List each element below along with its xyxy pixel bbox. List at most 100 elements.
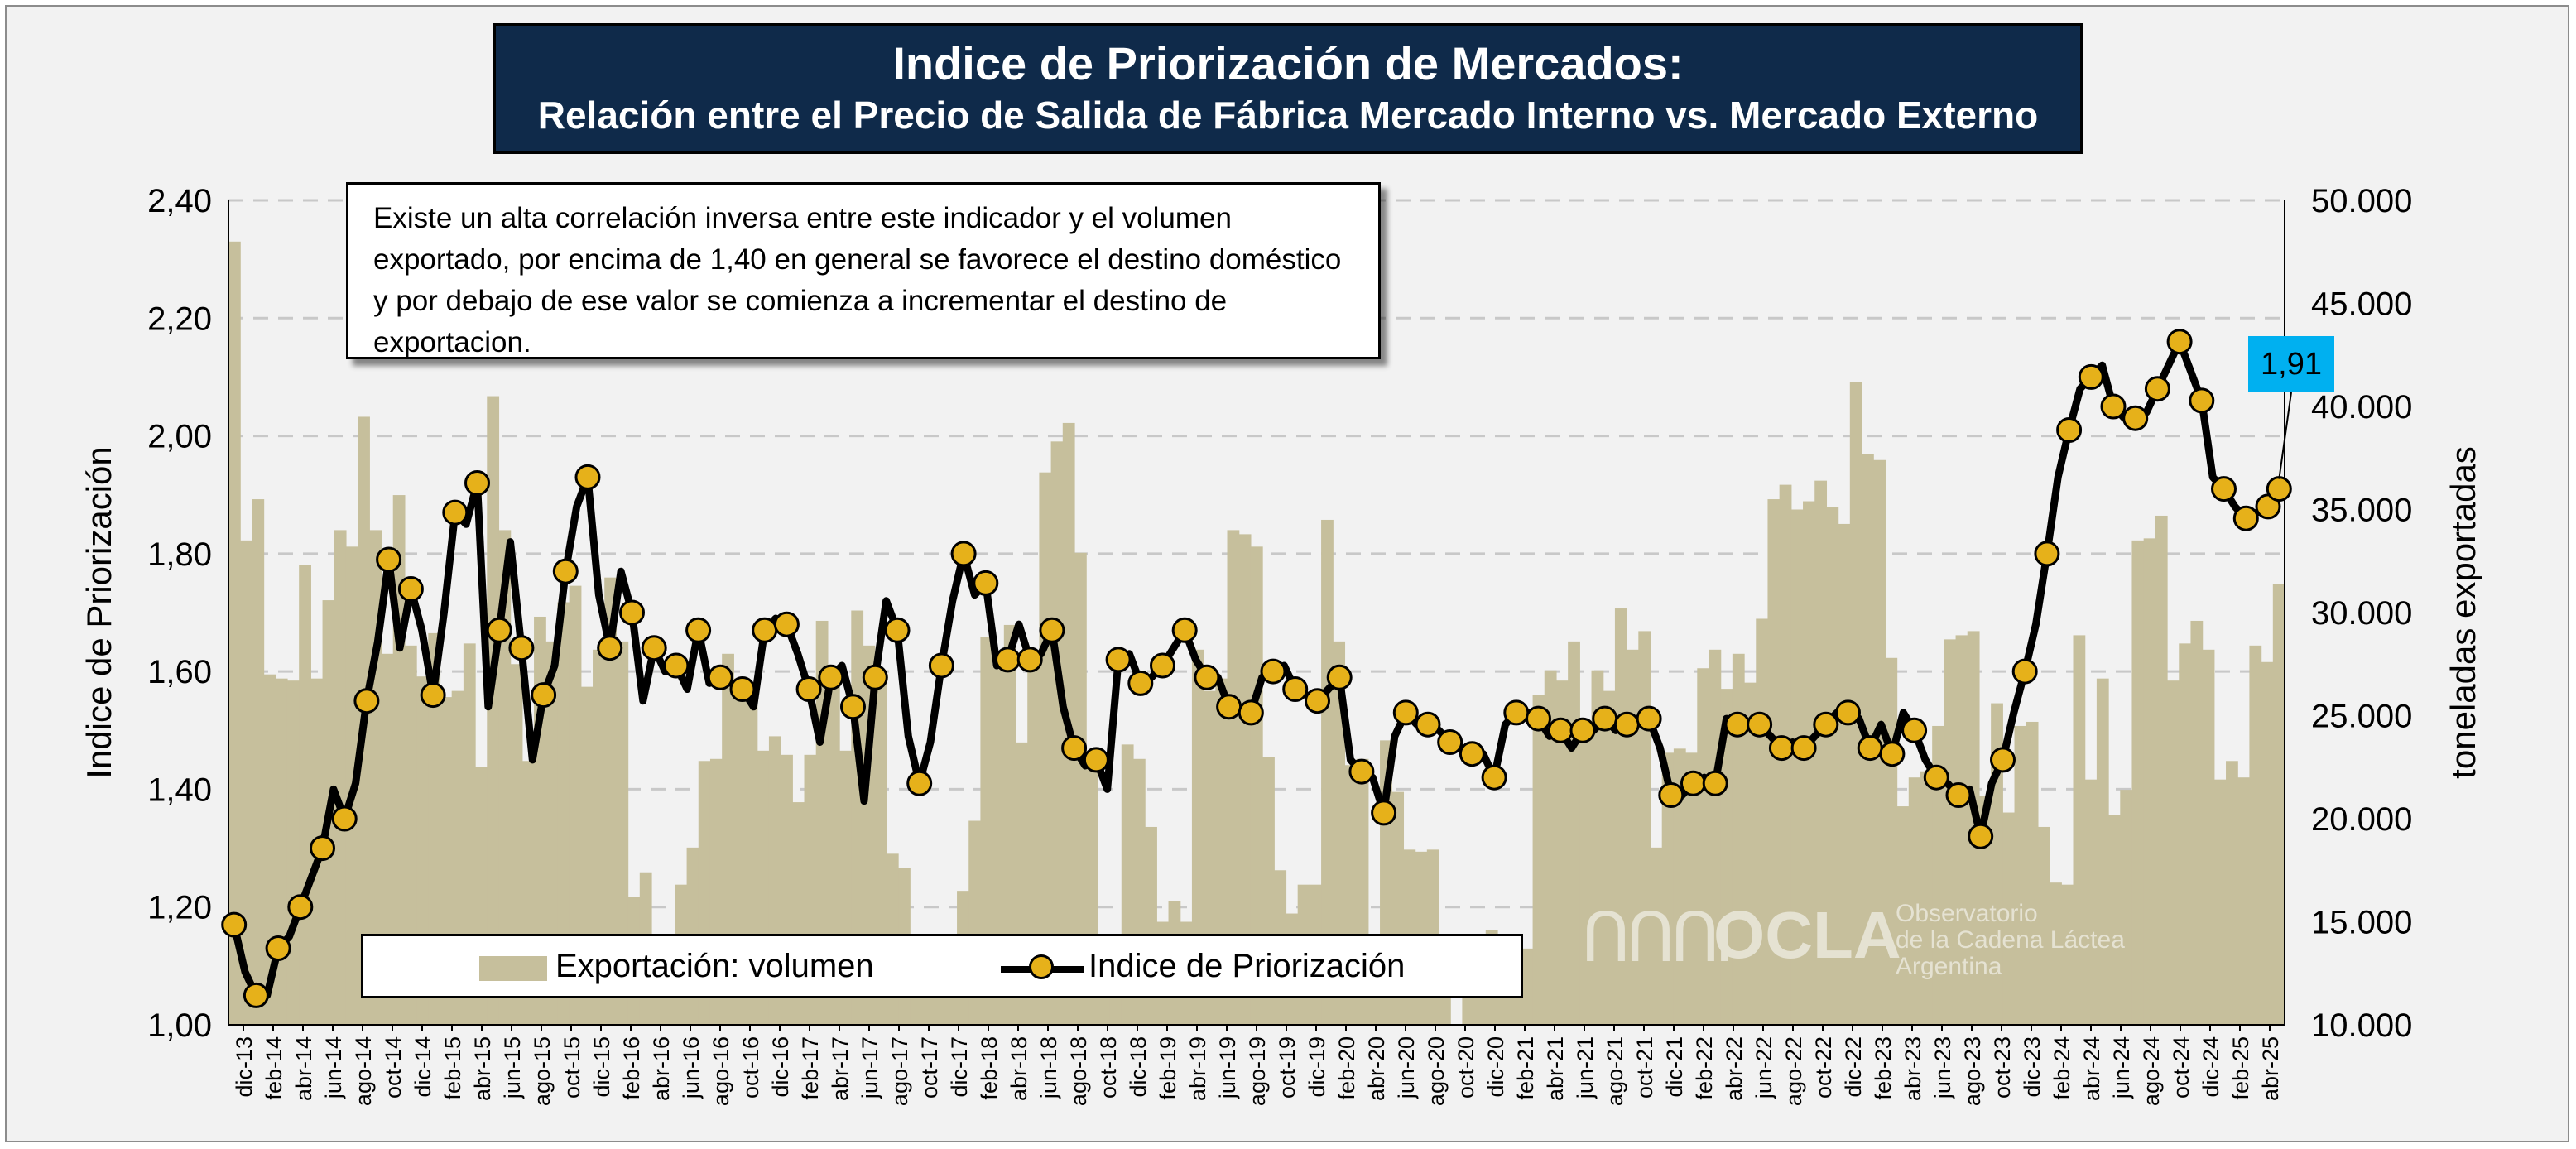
index-point — [1039, 617, 1065, 643]
index-point — [995, 647, 1021, 673]
x-tick-label: dic-16 — [768, 1036, 793, 1098]
bar-export-volume — [2143, 538, 2156, 1025]
index-point — [906, 770, 933, 796]
bar-export-volume — [569, 585, 582, 1025]
index-point — [1194, 664, 1220, 690]
index-point — [310, 835, 335, 862]
bar-export-volume — [1521, 948, 1534, 1025]
index-point — [1061, 735, 1088, 762]
bar-export-volume — [1673, 748, 1686, 1025]
bar-export-volume — [404, 645, 417, 1025]
index-point — [420, 682, 446, 709]
index-point — [752, 617, 778, 643]
x-tick-label: ago-20 — [1424, 1036, 1449, 1106]
bar-export-volume — [286, 680, 300, 1025]
bar-export-volume — [1955, 635, 1968, 1025]
y-tick-right: 35.000 — [2311, 493, 2412, 529]
bar-export-volume — [1627, 649, 1639, 1025]
index-point — [1348, 758, 1375, 785]
bar-export-volume — [1896, 806, 1910, 1025]
bar-export-volume — [1720, 689, 1733, 1025]
x-tick-label: abr-20 — [1364, 1036, 1389, 1101]
bar-export-volume — [252, 499, 265, 1025]
x-tick-label: feb-22 — [1692, 1036, 1717, 1100]
x-tick-label: oct-19 — [1275, 1036, 1300, 1099]
x-tick-label: jun-22 — [1752, 1036, 1776, 1099]
x-tick-label: ago-17 — [887, 1036, 912, 1106]
x-tick-label: dic-23 — [2020, 1036, 2045, 1098]
bar-export-volume — [1685, 752, 1698, 1025]
last-value-callout: 1,91 — [2248, 336, 2334, 392]
index-point — [773, 611, 800, 637]
bar-export-volume — [1920, 771, 1933, 1025]
bar-export-volume — [1944, 639, 1957, 1025]
bar-export-volume — [2096, 678, 2109, 1025]
index-point — [376, 546, 402, 573]
index-point — [1526, 705, 1551, 732]
x-tick-label: feb-23 — [1871, 1036, 1896, 1100]
index-point — [1260, 658, 1286, 685]
x-tick-label: dic-22 — [1841, 1036, 1866, 1098]
bar-export-volume — [2120, 790, 2133, 1025]
x-tick-label: abr-18 — [1007, 1036, 1031, 1101]
bar-export-volume — [616, 641, 629, 1025]
index-point — [464, 470, 490, 496]
index-point — [1127, 670, 1154, 696]
x-tick-label: dic-14 — [411, 1036, 435, 1098]
annotation-note: Existe un alta correlación inversa entre… — [346, 182, 1381, 359]
bar-export-volume — [2108, 815, 2121, 1025]
x-tick-label: oct-20 — [1454, 1036, 1478, 1099]
index-point — [1857, 735, 1883, 762]
index-point — [2166, 329, 2193, 355]
x-tick-label: feb-24 — [2050, 1036, 2074, 1100]
x-tick-label: jun-23 — [1930, 1036, 1955, 1099]
x-tick-label: feb-18 — [977, 1036, 1002, 1100]
x-tick-label: oct-22 — [1811, 1036, 1836, 1099]
bar-export-volume — [1697, 668, 1710, 1025]
bar-export-volume — [487, 396, 500, 1025]
index-point — [818, 664, 844, 690]
bar-export-volume — [1661, 752, 1675, 1025]
bar-export-volume — [2272, 584, 2285, 1025]
bar-export-volume — [1790, 509, 1804, 1025]
x-tick-label: abr-21 — [1543, 1036, 1568, 1101]
x-tick-label: dic-18 — [1126, 1036, 1151, 1098]
index-point — [707, 664, 733, 690]
x-tick-label: jun-21 — [1573, 1036, 1598, 1099]
index-point — [1016, 647, 1043, 673]
x-tick-label: dic-15 — [589, 1036, 614, 1098]
x-tick-label: dic-24 — [2199, 1036, 2223, 1098]
bar-export-volume — [2084, 779, 2098, 1025]
index-point — [531, 682, 557, 709]
bar-export-volume — [299, 565, 311, 1025]
bar-export-volume — [2050, 882, 2062, 1025]
y-tick-left: 1,20 — [147, 890, 212, 926]
index-point — [1658, 782, 1684, 808]
index-point — [1990, 747, 2016, 773]
index-point — [1835, 699, 1861, 726]
bar-export-volume — [1803, 501, 1815, 1025]
index-point — [862, 664, 888, 690]
y-axis-right-label: toneladas exportadas — [2444, 446, 2482, 779]
bar-export-volume — [2131, 540, 2145, 1025]
x-tick-label: jun-19 — [1215, 1036, 1240, 1099]
bar-export-volume — [593, 649, 605, 1025]
bar-export-volume — [1826, 507, 1839, 1025]
x-tick-label: dic-17 — [947, 1036, 972, 1098]
bar-export-volume — [2026, 721, 2039, 1025]
x-tick-label: jun-18 — [1036, 1036, 1061, 1099]
x-tick-label: abr-22 — [1722, 1036, 1747, 1101]
bar-export-volume — [2213, 779, 2227, 1025]
bar-export-volume — [1709, 649, 1722, 1025]
index-point — [928, 652, 954, 679]
index-point — [1437, 729, 1463, 755]
y-tick-left: 1,60 — [147, 654, 212, 690]
index-point — [1305, 688, 1330, 714]
bar-export-volume — [2249, 645, 2262, 1025]
index-point — [2144, 376, 2170, 402]
y-tick-left: 1,00 — [147, 1007, 212, 1044]
x-tick-label: abr-19 — [1185, 1036, 1210, 1101]
index-point — [243, 982, 269, 1008]
index-point — [1415, 711, 1441, 738]
x-tick-label: ago-14 — [351, 1036, 376, 1106]
